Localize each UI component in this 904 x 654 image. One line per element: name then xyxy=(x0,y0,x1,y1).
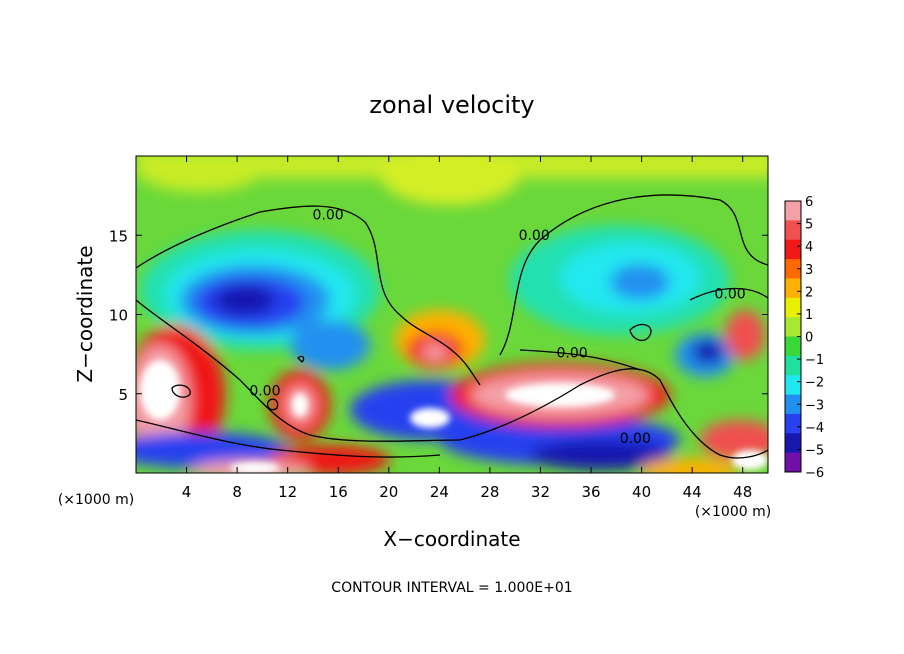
colorbar-swatch xyxy=(785,278,801,298)
contour-label: 0.00 xyxy=(620,431,651,447)
colorbar-tick-label: −1 xyxy=(805,353,824,368)
y-tick-label: 5 xyxy=(118,386,128,404)
colorbar-tick-label: 5 xyxy=(805,218,813,233)
x-tick-label: 12 xyxy=(278,483,297,501)
x-tick-label: 32 xyxy=(531,483,550,501)
contour-interval-note: CONTOUR INTERVAL = 1.000E+01 xyxy=(331,580,572,596)
colorbar-tick-label: 1 xyxy=(805,308,813,323)
colorbar-swatch xyxy=(785,453,801,473)
colorbar-tick-label: −5 xyxy=(805,443,824,458)
colorbar-tick-label: 4 xyxy=(805,240,813,255)
colorbar-tick-label: −2 xyxy=(805,376,824,391)
x-unit-right: (×1000 m) xyxy=(695,504,771,520)
y-tick-label: 10 xyxy=(109,307,128,325)
x-tick-label: 48 xyxy=(733,483,752,501)
colorbar-tick-label: −3 xyxy=(805,398,824,413)
colorbar-swatch xyxy=(785,433,801,453)
x-tick-label: 24 xyxy=(430,483,449,501)
colorbar-swatch xyxy=(785,337,801,357)
x-axis-label: X−coordinate xyxy=(383,527,520,551)
y-axis-label: Z−coordinate xyxy=(73,245,97,382)
colorbar-swatch xyxy=(785,201,801,221)
x-unit-left: (×1000 m) xyxy=(58,492,134,508)
colorbar: 6 5 4 3 2 1 0 −1 −2 −3 −4 −5 −6 xyxy=(785,195,824,481)
contour-label: 0.00 xyxy=(556,345,587,361)
colorbar-tick-label: 3 xyxy=(805,263,813,278)
x-tick-label: 44 xyxy=(683,483,702,501)
colorbar-swatch xyxy=(785,298,801,318)
contour-label: 0.00 xyxy=(714,287,745,303)
x-tick-label: 8 xyxy=(232,483,242,501)
x-tick-label: 36 xyxy=(581,483,600,501)
colorbar-tick-label: 0 xyxy=(805,331,813,346)
x-tick-label: 16 xyxy=(329,483,348,501)
colorbar-swatch xyxy=(785,414,801,434)
colorbar-tick-label: 6 xyxy=(805,195,813,210)
x-tick-label: 28 xyxy=(480,483,499,501)
heatmap-field xyxy=(110,145,780,482)
colorbar-tick-label: −4 xyxy=(805,421,824,436)
contour-label: 0.00 xyxy=(519,228,550,244)
colorbar-tick-label: 2 xyxy=(805,285,813,300)
contour-label: 0.00 xyxy=(249,383,280,399)
colorbar-swatch xyxy=(785,317,801,337)
colorbar-swatch xyxy=(785,375,801,395)
colorbar-tick-label: −6 xyxy=(805,466,824,481)
contour-label: 0.00 xyxy=(313,207,344,223)
colorbar-swatch xyxy=(785,240,801,260)
y-tick-label: 15 xyxy=(109,227,128,245)
x-tick-label: 20 xyxy=(379,483,398,501)
x-tick-label: 40 xyxy=(632,483,651,501)
chart-title: zonal velocity xyxy=(369,91,534,119)
x-tick-label: 4 xyxy=(182,483,192,501)
